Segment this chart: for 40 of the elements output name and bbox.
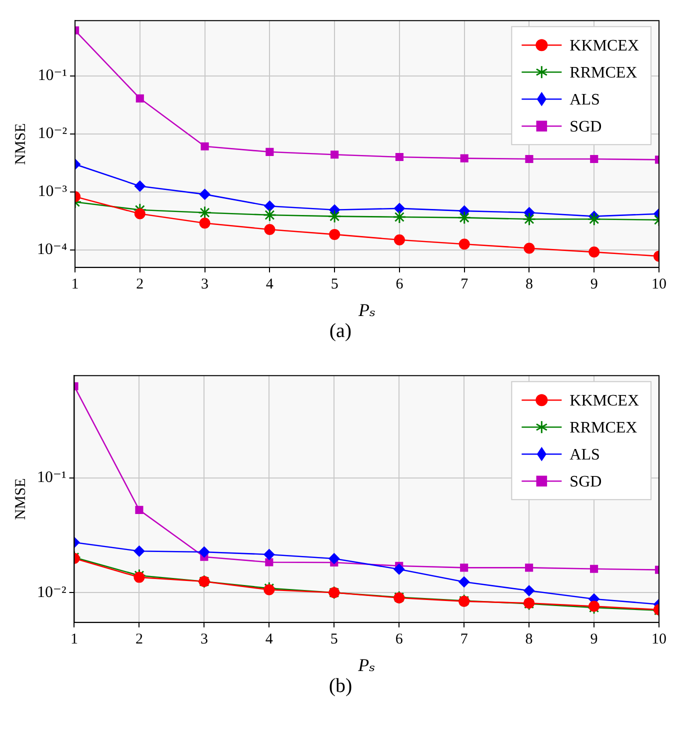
x-axis-title: Pₛ <box>357 300 376 320</box>
x-tick-label: 8 <box>525 276 533 292</box>
x-tick-label: 3 <box>200 631 208 648</box>
y-tick-label: 10⁻¹ <box>38 67 68 84</box>
y-axis-title: NMSE <box>12 123 29 165</box>
legend-label: ALS <box>570 91 600 108</box>
x-tick-label: 10 <box>652 631 666 648</box>
text: (a) <box>328 320 353 343</box>
x-tick-label: 4 <box>266 276 274 292</box>
x-tick-label: 7 <box>460 631 468 648</box>
y-tick-label: 10⁻² <box>38 125 68 142</box>
legend-label: ALS <box>570 446 600 464</box>
x-tick-label: 2 <box>136 276 144 292</box>
legend-label: RRMCEX <box>570 64 638 82</box>
x-tick-label: 5 <box>330 276 338 292</box>
y-tick-label: 10⁻¹ <box>36 469 66 486</box>
y-tick-label: 10⁻³ <box>38 183 68 200</box>
legend-label: RRMCEX <box>570 419 638 436</box>
x-tick-label: 9 <box>590 276 598 292</box>
x-tick-label: 10 <box>652 276 666 292</box>
x-tick-label: 7 <box>460 276 469 292</box>
legend-label: SGD <box>570 473 602 490</box>
x-tick-label: 3 <box>201 276 209 292</box>
legend-label: KKMCEX <box>570 37 640 54</box>
text: (b) <box>328 675 354 698</box>
y-tick-label: 10⁻² <box>36 584 66 601</box>
x-tick-label: 2 <box>135 631 143 648</box>
x-tick-label: 1 <box>70 631 78 648</box>
x-tick-label: 9 <box>590 631 598 648</box>
x-tick-label: 1 <box>71 276 79 292</box>
x-tick-label: 6 <box>396 276 404 292</box>
legend-label: KKMCEX <box>570 392 640 410</box>
legend-label: SGD <box>570 118 602 136</box>
x-tick-label: 4 <box>265 631 274 648</box>
y-tick-label: 10⁻⁴ <box>36 241 68 258</box>
y-axis-title: NMSE <box>12 478 29 520</box>
x-tick-label: 5 <box>330 631 338 648</box>
x-tick-label: 6 <box>395 631 404 648</box>
x-axis-title: Pₛ <box>357 654 376 675</box>
x-tick-label: 8 <box>525 631 533 648</box>
